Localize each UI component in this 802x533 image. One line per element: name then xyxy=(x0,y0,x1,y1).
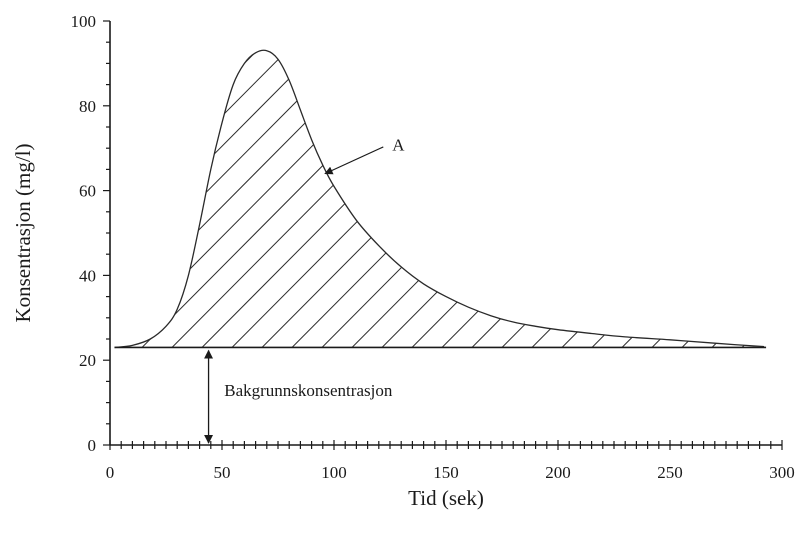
x-tick-label: 200 xyxy=(545,463,571,482)
annotation-a-label: A xyxy=(392,135,405,154)
concentration-curve xyxy=(114,49,765,349)
hatch-line xyxy=(739,50,765,348)
hatch-line xyxy=(649,50,765,348)
y-tick-label: 80 xyxy=(79,97,96,116)
x-tick-label: 300 xyxy=(769,463,795,482)
hatch-line xyxy=(379,50,701,348)
hatch-line xyxy=(319,50,641,348)
y-tick-label: 40 xyxy=(79,266,96,285)
hatch-line xyxy=(439,50,761,348)
hatch-line xyxy=(709,50,765,348)
hatch-line xyxy=(169,50,491,348)
hatch-line xyxy=(469,50,765,348)
auc-hatch xyxy=(0,27,802,349)
hatch-line xyxy=(114,50,371,348)
hatch-line xyxy=(114,50,431,348)
hatch-line xyxy=(289,50,611,348)
hatch-line xyxy=(529,50,765,348)
hatch-line xyxy=(409,50,731,348)
annotation-background: Bakgrunnskonsentrasjon xyxy=(204,349,393,444)
y-tick-label: 0 xyxy=(88,436,97,455)
hatch-line xyxy=(679,50,765,348)
x-tick-label: 0 xyxy=(106,463,115,482)
hatch-line xyxy=(770,27,802,349)
annotation-a-arrow xyxy=(324,146,384,175)
hatch-line xyxy=(114,50,251,348)
y-tick-label: 20 xyxy=(79,351,96,370)
x-tick-label: 50 xyxy=(214,463,231,482)
y-tick-label: 60 xyxy=(79,182,96,201)
annotation-a: A xyxy=(324,135,405,175)
hatch-line xyxy=(619,50,765,348)
y-tick-label: 100 xyxy=(71,12,97,31)
y-axis-title: Konsentrasjon (mg/l) xyxy=(11,143,35,322)
x-tick-label: 100 xyxy=(321,463,347,482)
hatch-line xyxy=(114,50,401,348)
x-tick-label: 150 xyxy=(433,463,459,482)
hatch-line xyxy=(499,50,765,348)
x-axis-title: Tid (sek) xyxy=(408,486,484,510)
background-label: Bakgrunnskonsentrasjon xyxy=(224,381,393,400)
hatch-line xyxy=(139,50,461,348)
hatch-line xyxy=(349,50,671,348)
hatch-line xyxy=(559,50,765,348)
hatch-line xyxy=(229,50,551,348)
x-tick-label: 250 xyxy=(657,463,683,482)
hatch-line xyxy=(259,50,581,348)
axes: 0 50 100 150 200 250 300 0 20 40 60 80 100 xyxy=(71,12,795,482)
hatch-line xyxy=(114,50,281,348)
hatch-line xyxy=(114,50,311,348)
hatch-line xyxy=(589,50,765,348)
hatch-line xyxy=(199,50,521,348)
hatch-line xyxy=(0,27,10,349)
